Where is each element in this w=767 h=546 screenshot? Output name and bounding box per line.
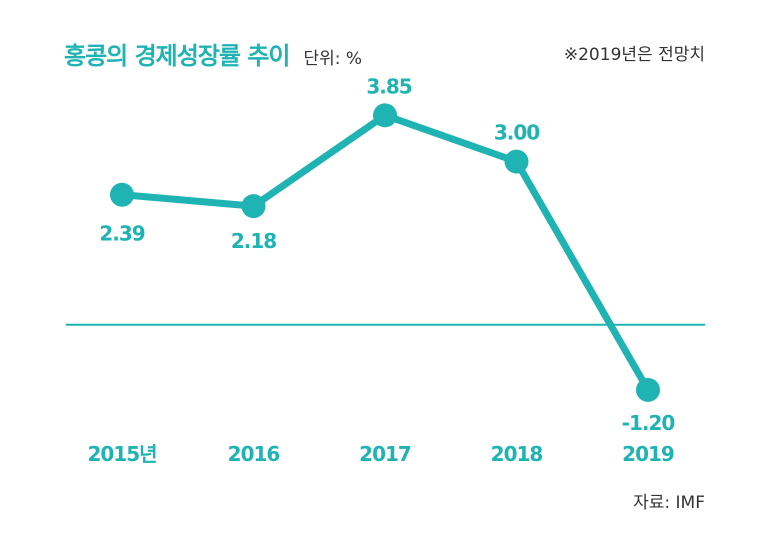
data-label: 3.85: [366, 74, 411, 98]
data-point-layer: [110, 103, 660, 402]
data-point: [636, 377, 660, 402]
series-line: [118, 111, 652, 394]
series-line-layer: [118, 111, 652, 394]
x-tick-label: 2016: [228, 442, 280, 466]
data-label: 3.00: [494, 121, 539, 145]
data-point: [110, 182, 134, 207]
data-label: -1.20: [622, 411, 675, 435]
data-label-layer: 2.39 2.18 3.85 3.00 -1.20: [99, 74, 675, 435]
unit-label: 단위: %: [303, 49, 363, 69]
data-label: 2.39: [99, 222, 144, 246]
forecast-note: ※2019년은 전망치: [563, 45, 705, 65]
x-tick-label: 2018: [491, 442, 543, 466]
data-label: 2.18: [231, 229, 276, 253]
data-point: [373, 103, 397, 128]
chart-header: 홍콩의 경제성장률 추이 단위: %: [64, 36, 362, 71]
data-point: [241, 194, 266, 219]
x-tick-label: 2017: [359, 442, 411, 466]
x-tick-layer: 2015년 2016 2017 2018 2019: [87, 442, 674, 466]
x-tick-label: 2015년: [87, 442, 156, 466]
data-point: [504, 149, 529, 174]
chart-title: 홍콩의 경제성장률 추이: [64, 42, 291, 70]
source-note: 자료: IMF: [633, 493, 705, 513]
x-tick-label: 2019: [622, 442, 674, 466]
